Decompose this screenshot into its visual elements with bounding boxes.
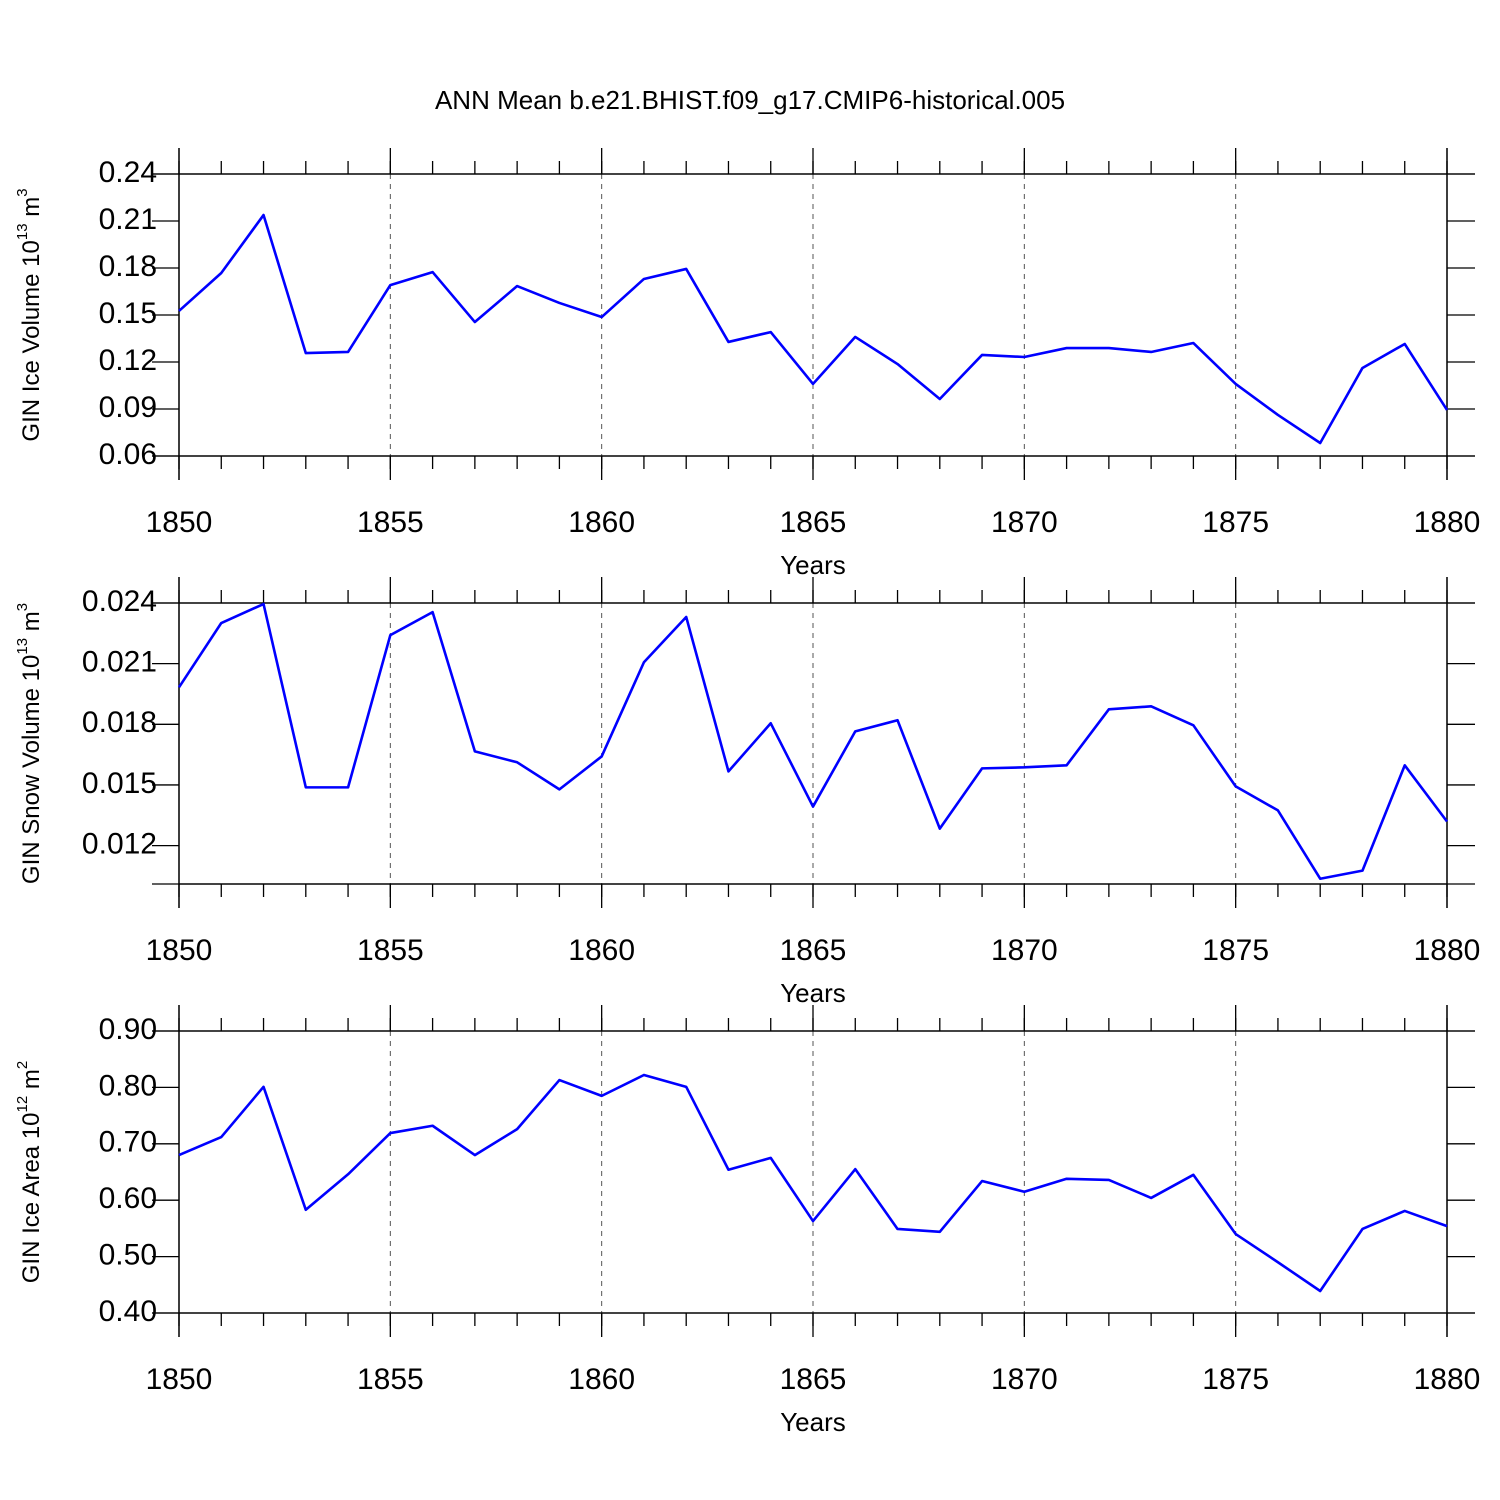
x-tick-label: 1855 (357, 934, 424, 967)
y-axis-label-part: GIN Ice Area 10 (18, 1112, 45, 1283)
y-axis-label-part: m (18, 611, 45, 638)
x-axis-label: Years (780, 1407, 846, 1437)
y-tick-label: 0.80 (99, 1069, 157, 1102)
y-tick-label: 0.90 (99, 1013, 157, 1046)
x-tick-label: 1860 (568, 1363, 635, 1396)
x-tick-label: 1880 (1414, 934, 1481, 967)
y-axis-label-part: GIN Snow Volume 10 (18, 655, 45, 884)
y-tick-label: 0.70 (99, 1126, 157, 1159)
y-axis-label-superscript: 12 (14, 1096, 31, 1113)
y-axis-label: GIN Snow Volume 1013 m3 (14, 603, 45, 884)
y-axis-label-superscript: 13 (14, 223, 31, 240)
x-tick-label: 1855 (357, 1363, 424, 1396)
figure-title: ANN Mean b.e21.BHIST.f09_g17.CMIP6-histo… (435, 85, 1065, 115)
y-axis-label-superscript: 3 (14, 188, 31, 196)
x-tick-label: 1870 (991, 506, 1058, 539)
y-tick-label: 0.021 (82, 646, 157, 679)
y-axis-label: GIN Ice Volume 1013 m3 (14, 188, 45, 441)
x-tick-label: 1865 (780, 506, 847, 539)
x-tick-label: 1870 (991, 1363, 1058, 1396)
y-tick-label: 0.24 (99, 156, 157, 189)
data-line (178, 1073, 1448, 1293)
y-tick-label: 0.12 (99, 344, 157, 377)
y-axis-label-superscript: 2 (14, 1061, 31, 1069)
x-tick-label: 1875 (1202, 1363, 1269, 1396)
x-tick-label: 1855 (357, 506, 424, 539)
y-tick-label: 0.15 (99, 297, 157, 330)
x-axis-label: Years (780, 550, 846, 580)
y-axis-label-part: m (18, 197, 45, 224)
x-tick-label: 1860 (568, 506, 635, 539)
x-tick-label: 1860 (568, 934, 635, 967)
y-tick-label: 0.21 (99, 203, 157, 236)
x-tick-label: 1870 (991, 934, 1058, 967)
y-tick-label: 0.09 (99, 391, 157, 424)
x-axis-label: Years (780, 978, 846, 1008)
x-tick-label: 1850 (146, 1363, 213, 1396)
x-tick-label: 1875 (1202, 934, 1269, 967)
x-tick-label: 1850 (146, 934, 213, 967)
y-axis-label-superscript: 3 (14, 603, 31, 611)
y-tick-label: 0.18 (99, 250, 157, 283)
x-tick-label: 1850 (146, 506, 213, 539)
x-tick-label: 1865 (780, 1363, 847, 1396)
y-axis-label-superscript: 13 (14, 638, 31, 655)
x-tick-label: 1865 (780, 934, 847, 967)
data-line (178, 213, 1449, 445)
x-tick-label: 1875 (1202, 506, 1269, 539)
y-tick-label: 0.012 (82, 828, 157, 861)
y-tick-label: 0.06 (99, 438, 157, 471)
data-line (177, 602, 1449, 881)
y-tick-label: 0.018 (82, 706, 157, 739)
y-axis-label-part: GIN Ice Volume 10 (18, 240, 45, 441)
y-tick-label: 0.60 (99, 1182, 157, 1215)
y-axis-label-part: m (18, 1069, 45, 1096)
y-tick-label: 0.40 (99, 1295, 157, 1328)
y-tick-label: 0.50 (99, 1239, 157, 1272)
x-tick-label: 1880 (1414, 1363, 1481, 1396)
y-tick-label: 0.024 (82, 585, 157, 618)
y-axis-label: GIN Ice Area 1012 m2 (14, 1061, 45, 1283)
y-tick-label: 0.015 (82, 767, 157, 800)
x-tick-label: 1880 (1414, 506, 1481, 539)
